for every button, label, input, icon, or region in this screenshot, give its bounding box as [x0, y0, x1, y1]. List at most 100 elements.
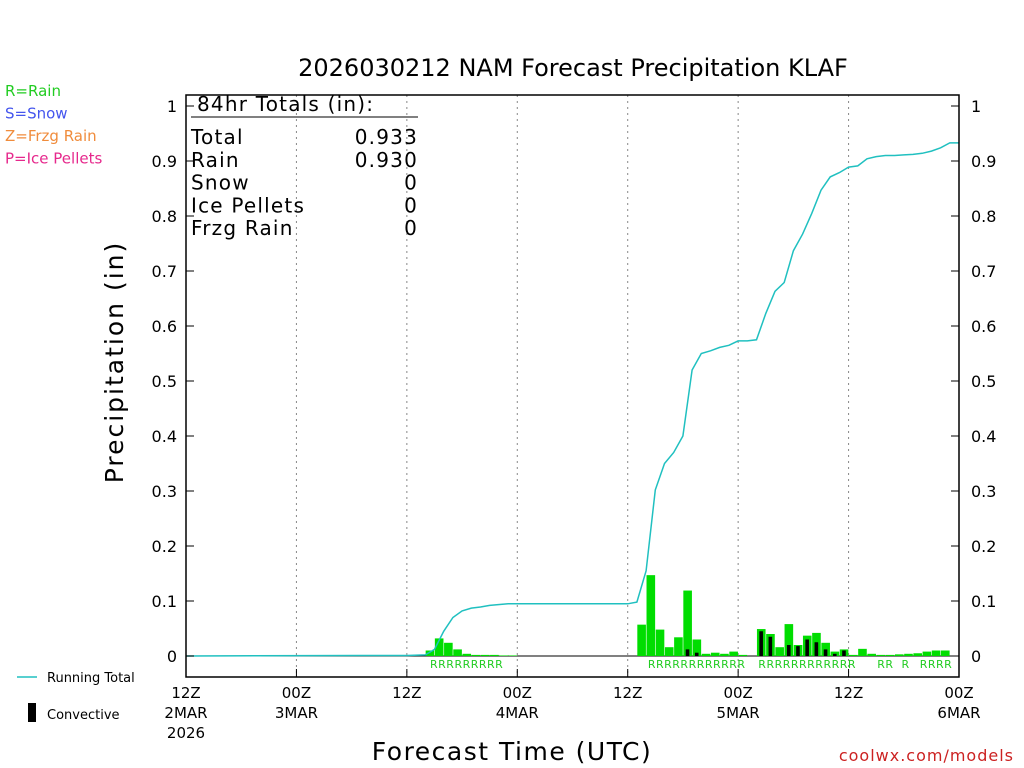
x-tick-label: 00Z [282, 684, 311, 702]
chart-title: 2026030212 NAM Forecast Precipitation KL… [298, 54, 848, 82]
plot-frame [185, 94, 960, 678]
rain-bar [637, 624, 646, 656]
x-tick-date-label: 4MAR [496, 704, 539, 722]
precip-type-letters: RRRRRRRRRRRR [758, 658, 856, 671]
y-tick-label-left: 0.4 [152, 427, 177, 446]
rain-bar [922, 651, 932, 656]
x-tick-label: 12Z [171, 684, 200, 702]
x-tick-date-label: 3MAR [275, 704, 318, 722]
convective-bar [823, 649, 828, 656]
x-tick-date-label: 2MAR [164, 704, 207, 722]
rain-bar [876, 654, 886, 656]
y-axis: 0 00.1 0.10.2 0.20.3 0.30.4 0.40.5 0.50.6 0.60.… [152, 97, 997, 666]
totals-row-label: Snow [191, 171, 250, 195]
precip-type-row: RRRRRRRRR RRRRRRRRRRRR RRRRRRRRRRRR RR R RRRR [430, 658, 952, 671]
convective-bar [685, 649, 690, 656]
y-tick-label-right: 0.2 [971, 537, 996, 556]
rain-bar [434, 638, 444, 656]
x-axis: 12Z 2MAR 2026 00Z 3MAR 12Z 00Z 4MAR 12Z 00Z 5MAR 12… [164, 669, 981, 742]
precip-type-letters: RR [877, 658, 893, 671]
rain-bar [940, 650, 950, 656]
type-legend-item: S=Snow [5, 105, 68, 123]
convective-bar [842, 650, 846, 656]
rain-bar [904, 653, 913, 656]
y-tick-label-right: 0.5 [971, 372, 996, 391]
rain-bar [655, 629, 665, 656]
rain-bar [885, 654, 895, 656]
rain-bar [894, 654, 904, 656]
rain-bar [471, 654, 481, 656]
rain-bar [858, 648, 867, 656]
running-total-series [185, 142, 959, 657]
bottom-legend: Running Total Convective [17, 671, 135, 723]
x-tick-label: 12Z [392, 684, 421, 702]
rain-bar [729, 651, 738, 656]
rain-bar [683, 590, 692, 656]
bar-series [186, 575, 959, 657]
convective-legend-swatch [28, 703, 36, 722]
totals-row-value: 0 [404, 193, 418, 217]
totals-header: 84hr Totals (in): [197, 92, 374, 116]
x-tick-label: 00Z [723, 684, 752, 702]
x-tick-label: 12Z [613, 684, 642, 702]
x-tick-year-label: 2026 [167, 724, 205, 742]
y-tick-label-right: 0.6 [971, 317, 996, 336]
convective-bar [786, 645, 791, 656]
totals-row-label: Ice Pellets [191, 193, 305, 217]
x-tick-label: 00Z [944, 684, 973, 702]
running-total-legend-label: Running Total [47, 671, 135, 686]
y-tick-label-right: 1 [971, 97, 981, 116]
rain-bar [444, 642, 453, 656]
x-axis-title: Forecast Time (UTC) [372, 737, 652, 766]
y-tick-label-right: 0.9 [971, 152, 996, 171]
precip-type-letters: RRRRRRRRRRRR [648, 658, 746, 671]
y-tick-label-left: 0.2 [152, 537, 177, 556]
y-tick-label-left: 0.7 [152, 262, 177, 281]
convective-bar [805, 639, 809, 656]
type-legend-item: P=Ice Pellets [5, 150, 102, 168]
convective-bar [814, 642, 819, 656]
precip-type-letters: RRRRRRRRR [430, 658, 503, 671]
convective-bar [832, 653, 837, 656]
rain-bar [462, 653, 472, 656]
y-tick-label-right: 0.3 [971, 482, 996, 501]
convective-bar [768, 636, 773, 656]
totals-row-value: 0 [404, 216, 418, 240]
rain-bar [931, 650, 941, 656]
rain-bar [664, 647, 674, 656]
rain-bar [913, 653, 922, 656]
credit-label: coolwx.com/models [839, 746, 1014, 765]
rain-bar [646, 575, 656, 656]
rain-bar [848, 654, 858, 656]
x-tick-label: 00Z [503, 684, 532, 702]
rain-bar [674, 637, 683, 656]
precip-type-legend: R=Rain S=Snow Z=Frzg Rain P=Ice Pellets [5, 82, 102, 168]
y-tick-label-left: 0.8 [152, 207, 177, 226]
rain-bar [425, 650, 435, 656]
y-tick-label-left: 0 [167, 647, 177, 666]
y-tick-label-left: 0.5 [152, 372, 177, 391]
totals-row-value: 0.933 [355, 125, 418, 149]
rain-bar [784, 624, 794, 656]
totals-row-label: Rain [191, 148, 240, 172]
precip-type-letters: RRRR [920, 658, 953, 671]
totals-row-label: Frzg Rain [191, 216, 294, 240]
x-tick-date-label: 5MAR [717, 704, 760, 722]
type-legend-item: R=Rain [5, 82, 61, 100]
rain-bar [867, 653, 876, 656]
rain-bar [738, 654, 748, 656]
y-tick-label-left: 1 [167, 97, 177, 116]
rain-bar [720, 653, 729, 656]
y-tick-label-right: 0.4 [971, 427, 996, 446]
x-tick-date-label: 6MAR [937, 704, 980, 722]
rain-bar [775, 647, 784, 656]
running-total-line [185, 142, 959, 657]
totals-row-value: 0.930 [355, 148, 418, 172]
totals-box: 84hr Totals (in): Total 0.933 Rain 0.930 Snow… [190, 92, 418, 240]
totals-row-value: 0 [404, 171, 418, 195]
rain-bar [453, 649, 462, 656]
totals-row-label: Total [190, 125, 244, 149]
type-legend-item: Z=Frzg Rain [5, 127, 97, 145]
rain-bar [480, 654, 490, 656]
